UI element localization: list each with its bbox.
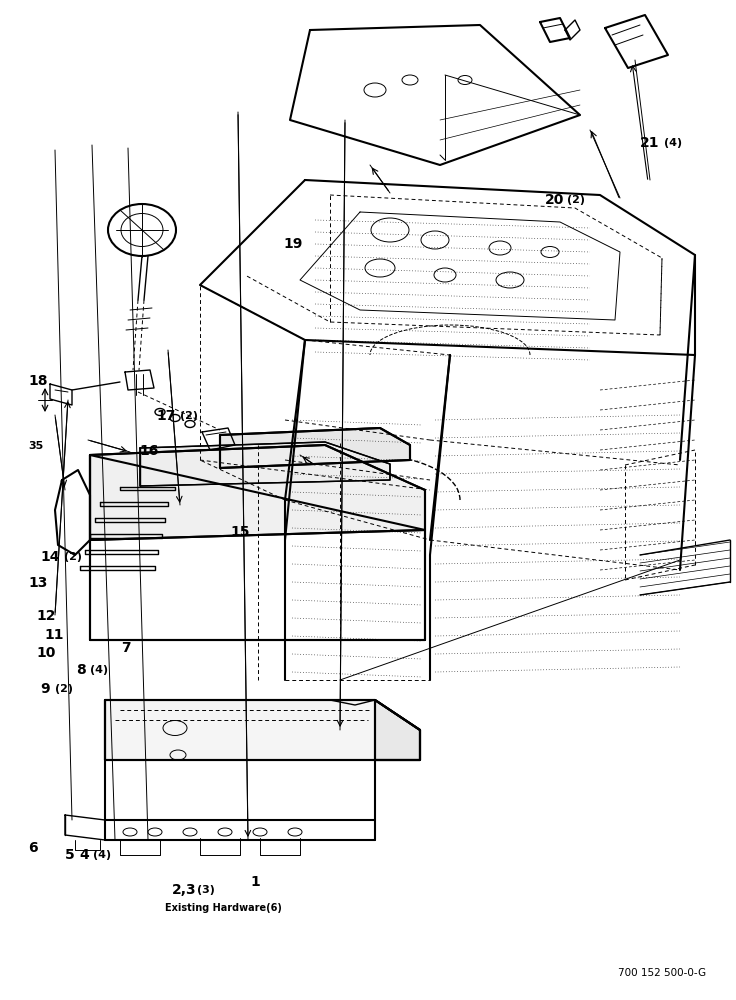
- Text: 2,3: 2,3: [171, 883, 196, 897]
- Text: 8: 8: [76, 663, 85, 677]
- Text: (4): (4): [93, 850, 111, 860]
- Text: 19: 19: [283, 237, 302, 251]
- Text: 18: 18: [28, 374, 47, 388]
- Polygon shape: [375, 700, 420, 760]
- Text: (2): (2): [567, 195, 584, 205]
- Text: 15: 15: [230, 525, 250, 539]
- Text: 7: 7: [121, 641, 131, 655]
- Polygon shape: [105, 700, 420, 760]
- Polygon shape: [220, 428, 410, 468]
- Text: (4): (4): [90, 665, 108, 675]
- Text: (2): (2): [55, 684, 73, 694]
- Text: (2): (2): [180, 411, 197, 421]
- Text: 13: 13: [28, 576, 47, 590]
- Text: 700 152 500-0-G: 700 152 500-0-G: [618, 968, 707, 978]
- Text: 20: 20: [545, 193, 564, 207]
- Text: (2): (2): [64, 552, 82, 562]
- Polygon shape: [140, 442, 390, 486]
- Text: (3): (3): [197, 885, 214, 895]
- Text: 14: 14: [40, 550, 60, 564]
- Text: 6: 6: [28, 841, 38, 855]
- Text: 10: 10: [37, 646, 56, 660]
- Text: 9: 9: [40, 682, 50, 696]
- Text: 16: 16: [140, 444, 159, 458]
- Text: 35: 35: [28, 441, 43, 451]
- Text: Existing Hardware(6): Existing Hardware(6): [165, 903, 282, 913]
- Polygon shape: [90, 445, 425, 540]
- Text: 1: 1: [250, 875, 260, 889]
- Text: 4: 4: [79, 848, 89, 862]
- Text: 5: 5: [65, 848, 74, 862]
- Text: (4): (4): [664, 138, 682, 148]
- Text: 11: 11: [44, 628, 63, 642]
- Text: 21: 21: [640, 136, 659, 150]
- Text: 12: 12: [37, 609, 56, 623]
- Text: 17: 17: [156, 409, 175, 423]
